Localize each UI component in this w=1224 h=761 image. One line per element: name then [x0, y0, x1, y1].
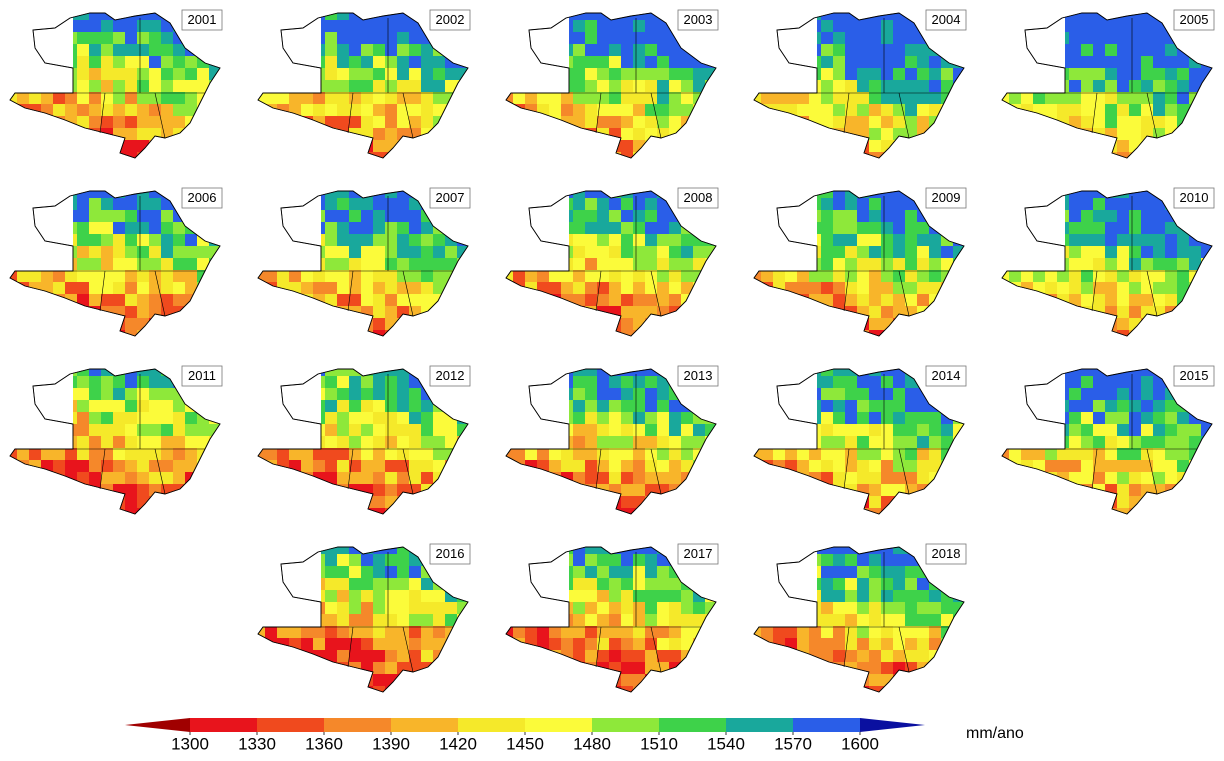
map-panel: 2006 [5, 186, 233, 342]
year-label: 2008 [684, 190, 713, 205]
year-label: 2013 [684, 368, 713, 383]
colorbar-over [860, 718, 925, 732]
year-label: 2009 [932, 190, 961, 205]
year-label: 2005 [1180, 12, 1209, 27]
year-label: 2006 [188, 190, 217, 205]
colorbar-tick-label: 1420 [439, 734, 477, 753]
map-panel: 2013 [501, 364, 729, 520]
map-panel: 2002 [253, 8, 481, 164]
colorbar-segment [793, 718, 860, 732]
colorbar-tick-label: 1540 [707, 734, 745, 753]
map-panel: 2016 [253, 542, 481, 698]
year-label: 2016 [436, 546, 465, 561]
map-panel: 2010 [997, 186, 1224, 342]
map-panel: 2004 [749, 8, 977, 164]
colorbar-segment [525, 718, 592, 732]
colorbar-segment [592, 718, 659, 732]
map-panel: 2011 [5, 364, 233, 520]
year-label: 2007 [436, 190, 465, 205]
map-panel: 2003 [501, 8, 729, 164]
colorbar-segment [324, 718, 391, 732]
colorbar-tick-label: 1600 [841, 734, 879, 753]
colorbar-tick-label: 1390 [372, 734, 410, 753]
map-panel: 2009 [749, 186, 977, 342]
year-label: 2011 [188, 368, 216, 383]
year-label: 2002 [436, 12, 465, 27]
colorbar: 1300 1330 1360 1390 1420 1450 1480 1510 1540 1570… [125, 718, 1024, 753]
colorbar-tick-label: 1510 [640, 734, 678, 753]
map-panel: 2005 [997, 8, 1224, 164]
colorbar-tick-label: 1330 [238, 734, 276, 753]
year-label: 2017 [684, 546, 713, 561]
colorbar-under [125, 718, 190, 732]
colorbar-tick-label: 1570 [774, 734, 812, 753]
year-label: 2018 [932, 546, 961, 561]
map-panel: 2007 [253, 186, 481, 342]
colorbar-tick-label: 1480 [573, 734, 611, 753]
colorbar-segment [190, 718, 257, 732]
colorbar-tick-label: 1300 [171, 734, 209, 753]
year-label: 2015 [1180, 368, 1209, 383]
colorbar-tick-label: 1360 [305, 734, 343, 753]
map-panel: 2001 [5, 8, 233, 164]
map-panel: 2015 [997, 364, 1224, 520]
year-label: 2012 [436, 368, 465, 383]
colorbar-segment [458, 718, 525, 732]
map-panel: 2012 [253, 364, 481, 520]
colorbar-segment [391, 718, 458, 732]
year-label: 2001 [188, 12, 217, 27]
year-label: 2004 [932, 12, 961, 27]
year-label: 2003 [684, 12, 713, 27]
colorbar-unit: mm/ano [966, 725, 1024, 742]
colorbar-segment [257, 718, 324, 732]
colorbar-tick-label: 1450 [506, 734, 544, 753]
map-panel: 2008 [501, 186, 729, 342]
colorbar-segment [659, 718, 726, 732]
map-panel: 2014 [749, 364, 977, 520]
colorbar-segment [726, 718, 793, 732]
year-label: 2014 [932, 368, 961, 383]
map-panel: 2018 [749, 542, 977, 698]
year-label: 2010 [1180, 190, 1209, 205]
map-panel: 2017 [501, 542, 729, 698]
